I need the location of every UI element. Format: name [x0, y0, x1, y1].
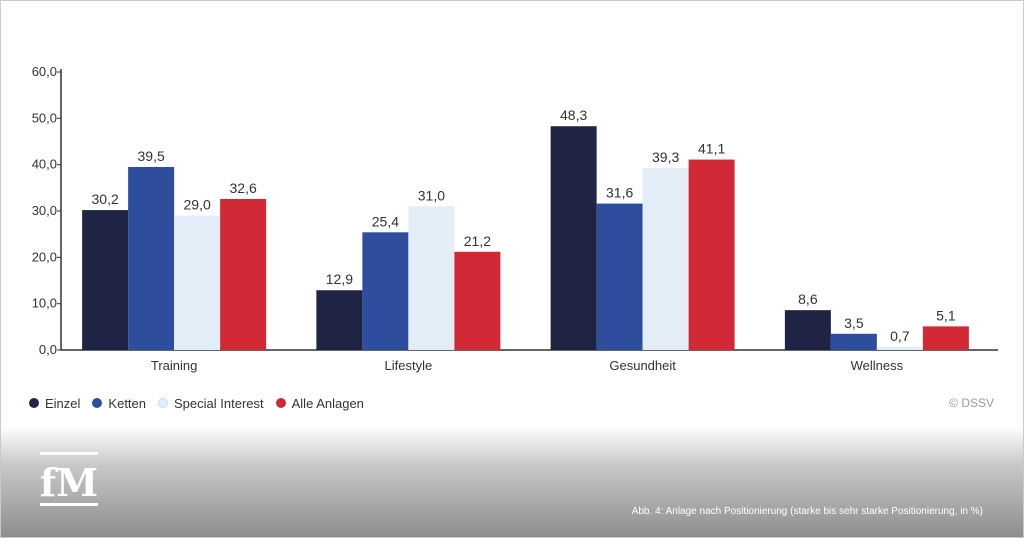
bar [830, 333, 877, 350]
legend-swatch [92, 398, 103, 408]
fm-logo: fM [40, 452, 98, 506]
legend: Einzel Ketten Special Interest Alle Anlagen [29, 394, 364, 412]
bar [454, 251, 501, 350]
data-label: 32,6 [230, 180, 257, 196]
y-tick-label: 50,0 [32, 110, 57, 125]
data-label: 12,9 [326, 271, 353, 287]
bottom-gradient-band [1, 426, 1023, 537]
data-label: 31,0 [418, 187, 445, 203]
svg-text:fM: fM [40, 460, 98, 505]
data-label: 39,5 [138, 148, 165, 164]
y-tick-label: 0,0 [39, 342, 57, 357]
bar [408, 206, 455, 350]
data-label: 39,3 [652, 149, 679, 165]
bar [362, 232, 409, 350]
category-label: Training [151, 358, 197, 373]
category-label: Wellness [851, 358, 904, 373]
data-label: 21,2 [464, 233, 491, 249]
legend-swatch [29, 398, 39, 408]
data-label: 29,0 [184, 197, 211, 213]
data-label: 25,4 [372, 213, 399, 229]
data-label: 5,1 [936, 307, 956, 323]
data-label: 0,7 [890, 328, 910, 344]
copyright-note: © DSSV [949, 396, 994, 410]
bar [220, 198, 267, 350]
bar [642, 167, 689, 350]
data-label: 3,5 [844, 315, 864, 331]
bars [82, 126, 969, 351]
legend-item: Special Interest [158, 396, 264, 411]
data-label: 30,2 [92, 191, 119, 207]
bar [876, 346, 923, 350]
data-labels: 30,2 39,5 29,0 32,6 12,9 25,4 31,0 21,2 48,3 31,6… [92, 107, 956, 344]
bar [784, 310, 831, 350]
bar [688, 159, 735, 350]
bar [550, 126, 597, 351]
y-tick-label: 40,0 [32, 157, 57, 172]
category-label: Gesundheit [609, 358, 676, 373]
bar [128, 166, 175, 350]
figure-caption: Abb. 4: Anlage nach Positionierung (star… [631, 506, 983, 517]
legend-label: Ketten [108, 395, 147, 411]
y-tick-label: 20,0 [32, 249, 57, 264]
legend-label: Special Interest [174, 395, 264, 411]
data-label: 8,6 [798, 291, 818, 307]
data-label: 41,1 [698, 141, 725, 157]
legend-label: Einzel [45, 395, 81, 411]
category-label: Lifestyle [385, 358, 433, 373]
y-ticks: 0,0 10,0 20,0 30,0 40,0 50,0 60,0 [32, 64, 61, 357]
y-tick-label: 60,0 [32, 64, 57, 79]
bar [174, 215, 221, 350]
legend-swatch [158, 398, 169, 408]
y-tick-label: 30,0 [32, 203, 57, 218]
legend-swatch [275, 398, 286, 408]
legend-item: Einzel [29, 396, 80, 411]
data-label: 48,3 [560, 107, 587, 123]
legend-label: Alle Anlagen [291, 395, 364, 411]
category-labels: Training Lifestyle Gesundheit Wellness [151, 358, 904, 373]
bar [596, 203, 643, 350]
bar [316, 290, 363, 350]
bar [82, 210, 129, 350]
y-tick-label: 10,0 [32, 296, 57, 311]
legend-item: Alle Anlagen [275, 395, 364, 411]
data-label: 31,6 [606, 185, 633, 201]
bar [922, 326, 969, 350]
legend-item: Ketten [92, 396, 146, 411]
